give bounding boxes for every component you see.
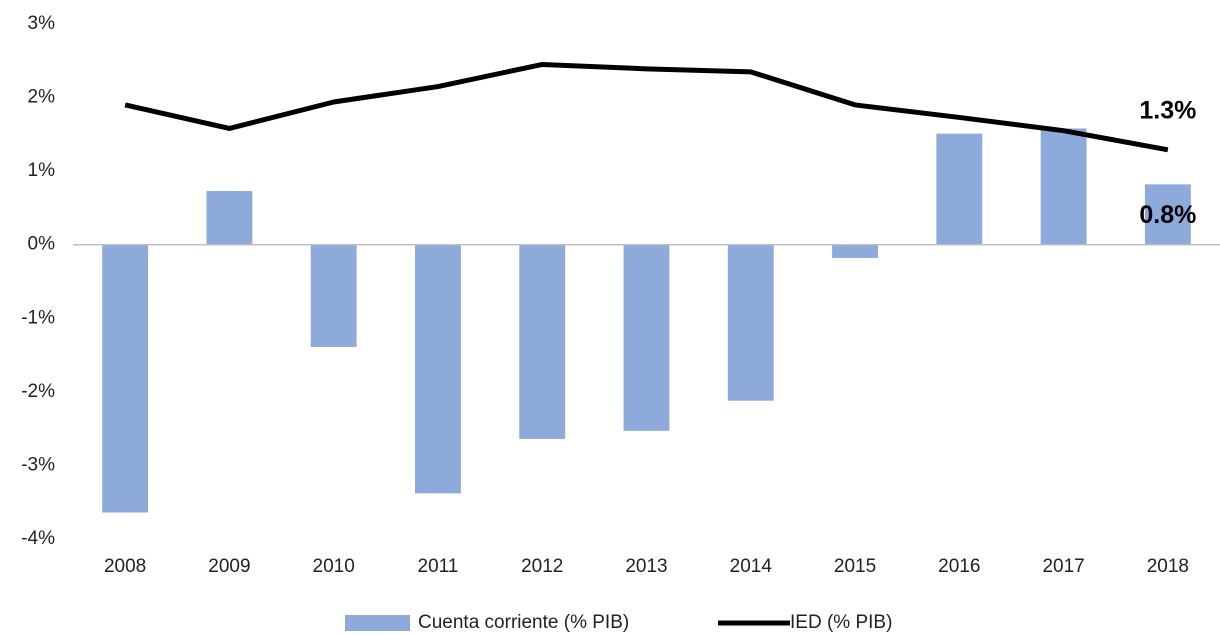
y-tick-label: -3%	[21, 454, 55, 475]
bar	[102, 244, 149, 513]
x-tick-label: 2016	[938, 556, 980, 577]
x-tick-label: 2013	[625, 556, 667, 577]
bar	[415, 244, 461, 494]
line	[124, 61, 1169, 153]
bar	[832, 244, 878, 258]
y-tick-label: -4%	[21, 528, 55, 549]
x-tick-label: 2012	[521, 556, 563, 577]
data-label: 1.3%	[1139, 96, 1196, 124]
y-tick-label: 2%	[28, 87, 56, 108]
y-tick-label: -1%	[21, 307, 55, 328]
legend-label: IED (% PIB)	[790, 612, 892, 633]
bar	[519, 244, 566, 439]
data-label: 0.8%	[1139, 201, 1196, 229]
x-tick-label: 2011	[418, 556, 459, 577]
x-tick-label: 2015	[834, 556, 876, 577]
bar	[310, 244, 357, 347]
y-tick-label: 0%	[28, 234, 56, 255]
x-tick-label: 2018	[1147, 556, 1189, 577]
y-tick-label: 3%	[28, 13, 56, 34]
y-tick-label: 1%	[28, 160, 56, 181]
x-tick-label: 2017	[1042, 556, 1084, 577]
bar	[936, 133, 983, 245]
legend-swatch	[345, 615, 410, 631]
x-tick-label: 2008	[104, 556, 146, 577]
bar	[206, 191, 253, 245]
bar	[1040, 128, 1087, 245]
bar	[727, 244, 774, 401]
x-tick-label: 2009	[208, 556, 250, 577]
bar	[623, 244, 670, 431]
legend-label: Cuenta corriente (% PIB)	[418, 612, 629, 633]
x-tick-label: 2014	[730, 556, 773, 577]
bar	[1144, 184, 1191, 245]
y-tick-label: -2%	[21, 381, 55, 402]
x-tick-label: 2010	[313, 556, 355, 577]
